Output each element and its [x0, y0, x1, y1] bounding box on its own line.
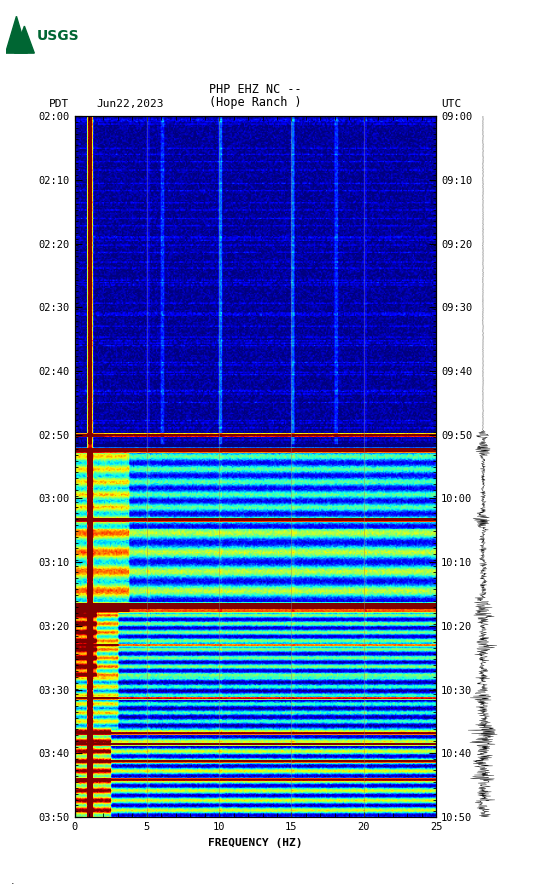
Text: Jun22,2023: Jun22,2023 — [97, 99, 164, 109]
Polygon shape — [6, 16, 28, 53]
Polygon shape — [14, 26, 34, 53]
Text: PHP EHZ NC --: PHP EHZ NC -- — [209, 83, 301, 96]
Text: (Hope Ranch ): (Hope Ranch ) — [209, 96, 301, 109]
Text: .: . — [11, 876, 15, 886]
Text: USGS: USGS — [36, 29, 79, 43]
X-axis label: FREQUENCY (HZ): FREQUENCY (HZ) — [208, 838, 302, 847]
Text: UTC: UTC — [442, 99, 462, 109]
Text: PDT: PDT — [49, 99, 69, 109]
